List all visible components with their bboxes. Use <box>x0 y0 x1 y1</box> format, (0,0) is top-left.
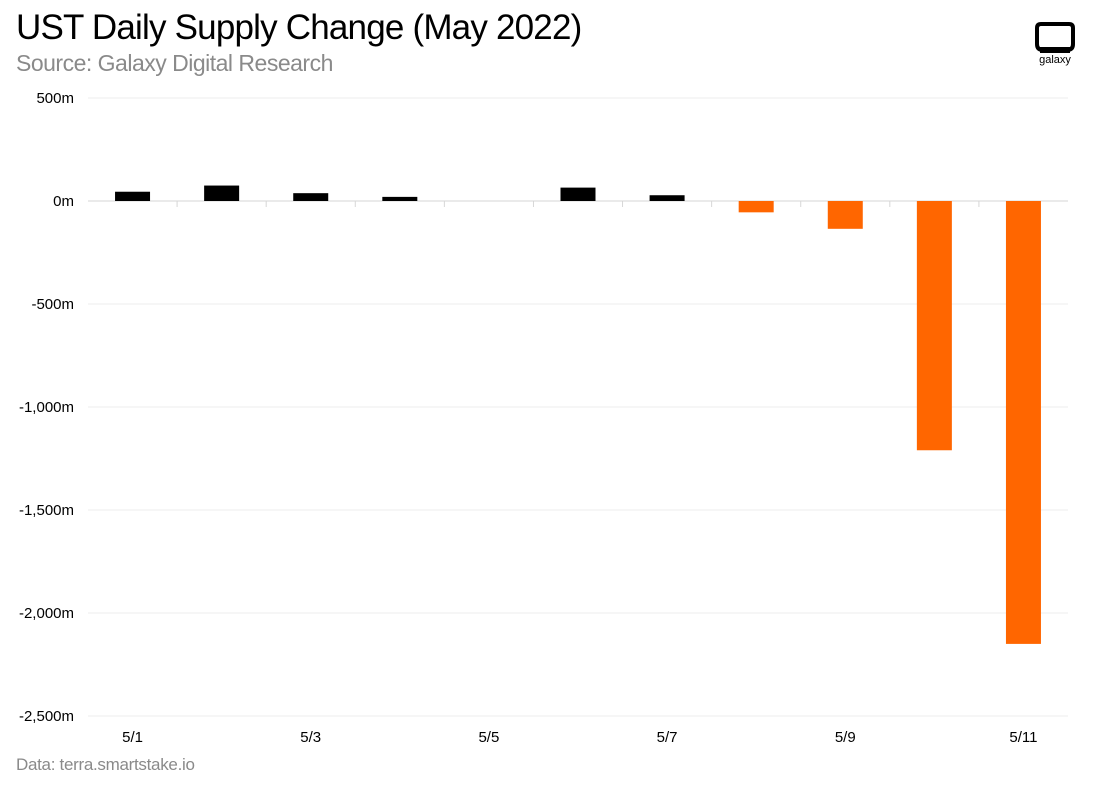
y-tick-label: 500m <box>36 90 74 107</box>
x-axis-ticks: 5/1 5/3 5/5 5/7 5/9 5/11 <box>122 729 1037 746</box>
chart-subtitle: Source: Galaxy Digital Research <box>16 50 333 76</box>
bar-5-8 <box>738 201 774 213</box>
x-tick-label: 5/1 <box>122 729 143 746</box>
x-tick-label: 5/5 <box>478 729 499 746</box>
data-source-note: Data: terra.smartstake.io <box>16 755 195 774</box>
bar-5-9 <box>827 201 863 229</box>
y-tick-label: -2,000m <box>19 605 74 622</box>
bar-5-1 <box>115 191 151 201</box>
y-tick-label: 0m <box>53 193 74 210</box>
bars <box>115 185 1041 644</box>
logo-text: galaxy <box>1039 54 1071 66</box>
y-tick-label: -2,500m <box>19 708 74 725</box>
bar-5-6 <box>560 187 596 201</box>
y-tick-label: -1,500m <box>19 502 74 519</box>
x-tick-label: 5/7 <box>657 729 678 746</box>
x-tick-label: 5/3 <box>300 729 321 746</box>
bar-5-4 <box>382 196 418 201</box>
chart-title: UST Daily Supply Change (May 2022) <box>16 8 582 47</box>
y-tick-label: -1,000m <box>19 399 74 416</box>
y-axis-ticks: 500m 0m -500m -1,000m -1,500m -2,000m -2,500m <box>19 90 74 725</box>
x-tick-label: 5/9 <box>835 729 856 746</box>
bar-5-10 <box>916 201 952 451</box>
bar-5-3 <box>293 193 329 201</box>
bar-5-2 <box>204 185 240 201</box>
x-tick-label: 5/11 <box>1009 729 1037 746</box>
galaxy-logo-icon <box>1035 22 1075 53</box>
y-tick-label: -500m <box>31 296 74 313</box>
bar-5-11 <box>1005 201 1041 644</box>
gridlines <box>88 97 1068 717</box>
bar-5-7 <box>649 195 685 201</box>
